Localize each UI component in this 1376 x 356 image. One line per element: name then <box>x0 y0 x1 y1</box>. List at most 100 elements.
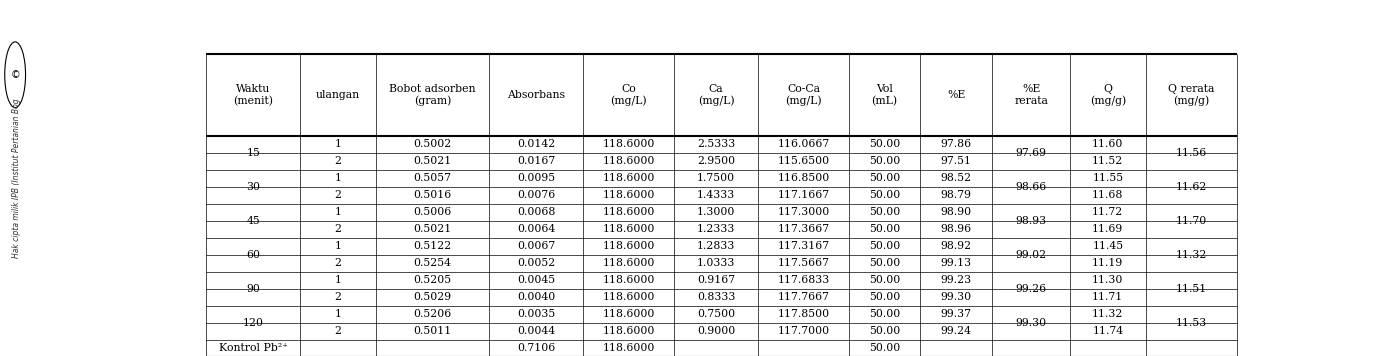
Text: 11.51: 11.51 <box>1176 284 1207 294</box>
Text: 117.8500: 117.8500 <box>777 309 830 319</box>
Text: 117.6833: 117.6833 <box>777 276 830 286</box>
Text: 1.2833: 1.2833 <box>696 241 735 251</box>
Text: 1.7500: 1.7500 <box>698 173 735 183</box>
Text: 2: 2 <box>334 224 341 234</box>
Text: 117.3000: 117.3000 <box>777 208 830 218</box>
Text: 98.92: 98.92 <box>941 241 971 251</box>
Text: 99.30: 99.30 <box>941 292 971 302</box>
Text: 11.30: 11.30 <box>1093 276 1123 286</box>
Text: 50.00: 50.00 <box>870 309 900 319</box>
Text: 97.51: 97.51 <box>941 156 971 166</box>
Text: 118.6000: 118.6000 <box>603 224 655 234</box>
Text: 11.71: 11.71 <box>1093 292 1123 302</box>
Text: 50.00: 50.00 <box>870 276 900 286</box>
Text: 118.6000: 118.6000 <box>603 208 655 218</box>
Text: 1: 1 <box>334 276 341 286</box>
Text: 118.6000: 118.6000 <box>603 190 655 200</box>
Text: 0.9167: 0.9167 <box>698 276 735 286</box>
Text: 2.5333: 2.5333 <box>698 140 735 150</box>
Text: 1: 1 <box>334 173 341 183</box>
Text: 0.5057: 0.5057 <box>413 173 451 183</box>
Text: 11.68: 11.68 <box>1093 190 1123 200</box>
Text: 11.74: 11.74 <box>1093 326 1123 336</box>
Text: 50.00: 50.00 <box>870 224 900 234</box>
Text: 0.0067: 0.0067 <box>517 241 556 251</box>
Text: 11.53: 11.53 <box>1176 318 1207 328</box>
Text: Co
(mg/L): Co (mg/L) <box>611 84 647 106</box>
Text: 99.02: 99.02 <box>1015 250 1047 260</box>
Text: 0.7106: 0.7106 <box>517 344 556 354</box>
Text: 98.66: 98.66 <box>1015 182 1047 192</box>
Text: 117.5667: 117.5667 <box>777 258 830 268</box>
Text: 50.00: 50.00 <box>870 208 900 218</box>
Text: 97.86: 97.86 <box>941 140 971 150</box>
Text: 118.6000: 118.6000 <box>603 156 655 166</box>
Text: 0.0044: 0.0044 <box>517 326 556 336</box>
Text: 0.0076: 0.0076 <box>517 190 556 200</box>
Text: 99.13: 99.13 <box>941 258 971 268</box>
Text: 60: 60 <box>246 250 260 260</box>
Text: 117.1667: 117.1667 <box>777 190 830 200</box>
Text: 11.45: 11.45 <box>1093 241 1123 251</box>
Text: Absorbans: Absorbans <box>508 90 566 100</box>
Text: 0.7500: 0.7500 <box>698 309 735 319</box>
Text: 0.0052: 0.0052 <box>517 258 556 268</box>
Text: Kontrol Pb²⁺: Kontrol Pb²⁺ <box>219 344 288 354</box>
Text: 0.0142: 0.0142 <box>517 140 556 150</box>
Text: 1: 1 <box>334 241 341 251</box>
Text: 2: 2 <box>334 258 341 268</box>
Text: 11.32: 11.32 <box>1175 250 1207 260</box>
Text: 118.6000: 118.6000 <box>603 344 655 354</box>
Text: 0.5206: 0.5206 <box>413 309 451 319</box>
Text: 50.00: 50.00 <box>870 326 900 336</box>
Text: 98.93: 98.93 <box>1015 216 1047 226</box>
Text: 1: 1 <box>334 208 341 218</box>
Text: 118.6000: 118.6000 <box>603 173 655 183</box>
Text: 98.79: 98.79 <box>941 190 971 200</box>
Text: 0.0064: 0.0064 <box>517 224 556 234</box>
Text: 0.9000: 0.9000 <box>698 326 735 336</box>
Text: 45: 45 <box>246 216 260 226</box>
Text: 118.6000: 118.6000 <box>603 276 655 286</box>
Text: ulangan: ulangan <box>316 90 361 100</box>
Text: 117.7667: 117.7667 <box>777 292 830 302</box>
Text: 0.8333: 0.8333 <box>696 292 735 302</box>
Text: %E: %E <box>947 90 966 100</box>
Text: 118.6000: 118.6000 <box>603 140 655 150</box>
Text: 116.8500: 116.8500 <box>777 173 830 183</box>
Text: 0.5029: 0.5029 <box>413 292 451 302</box>
Text: %E
rerata: %E rerata <box>1014 84 1049 106</box>
Text: 1.2333: 1.2333 <box>696 224 735 234</box>
Text: 50.00: 50.00 <box>870 344 900 354</box>
Text: 120: 120 <box>242 318 264 328</box>
Text: 1.0333: 1.0333 <box>696 258 735 268</box>
Text: 99.26: 99.26 <box>1015 284 1047 294</box>
Text: 98.52: 98.52 <box>941 173 971 183</box>
Text: 50.00: 50.00 <box>870 156 900 166</box>
Text: 97.69: 97.69 <box>1015 148 1047 158</box>
Text: 118.6000: 118.6000 <box>603 309 655 319</box>
Text: 11.62: 11.62 <box>1175 182 1207 192</box>
Text: 11.72: 11.72 <box>1093 208 1123 218</box>
Text: Q
(mg/g): Q (mg/g) <box>1090 84 1126 106</box>
Text: 0.5002: 0.5002 <box>413 140 451 150</box>
Text: 116.0667: 116.0667 <box>777 140 830 150</box>
Text: 2: 2 <box>334 292 341 302</box>
Text: 50.00: 50.00 <box>870 258 900 268</box>
Text: Vol
(mL): Vol (mL) <box>871 84 897 106</box>
Text: 50.00: 50.00 <box>870 173 900 183</box>
Text: 117.3167: 117.3167 <box>777 241 830 251</box>
Text: Q rerata
(mg/g): Q rerata (mg/g) <box>1168 84 1215 106</box>
Text: 0.5016: 0.5016 <box>413 190 451 200</box>
Text: 15: 15 <box>246 148 260 158</box>
Text: 50.00: 50.00 <box>870 292 900 302</box>
Text: 0.5021: 0.5021 <box>413 224 451 234</box>
Text: Co-Ca
(mg/L): Co-Ca (mg/L) <box>786 84 821 106</box>
Text: 99.37: 99.37 <box>941 309 971 319</box>
Text: 0.0068: 0.0068 <box>517 208 556 218</box>
Text: 0.0040: 0.0040 <box>517 292 556 302</box>
Text: 118.6000: 118.6000 <box>603 326 655 336</box>
Text: 1: 1 <box>334 309 341 319</box>
Text: 0.0045: 0.0045 <box>517 276 556 286</box>
Text: 0.0035: 0.0035 <box>517 309 556 319</box>
